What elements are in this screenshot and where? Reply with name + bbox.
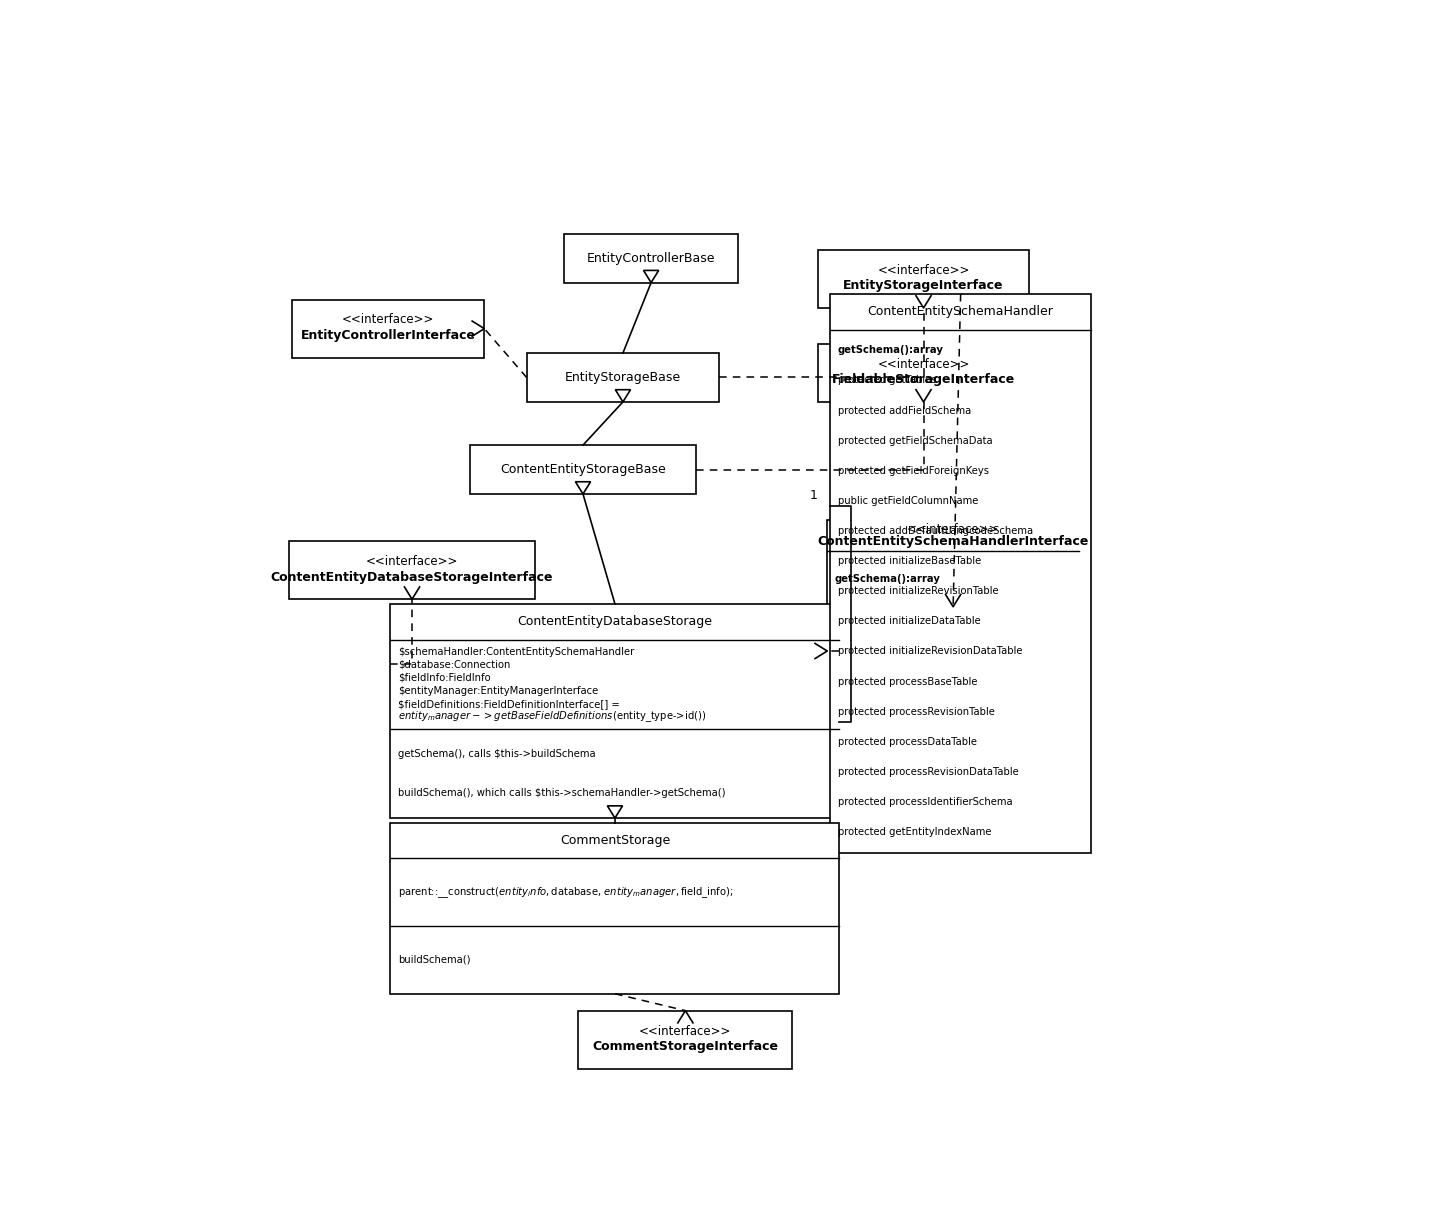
Text: <<interface>>: <<interface>> — [341, 314, 435, 327]
Text: protected initializeDataTable: protected initializeDataTable — [838, 616, 981, 626]
Bar — [564, 234, 739, 283]
Text: EntityStorageBase: EntityStorageBase — [564, 371, 681, 384]
Text: $database:Connection: $database:Connection — [397, 660, 510, 670]
Text: <<interface>>: <<interface>> — [877, 357, 969, 371]
Text: protected processRevisionDataTable: protected processRevisionDataTable — [838, 767, 1018, 777]
Text: CommentStorageInterface: CommentStorageInterface — [592, 1041, 779, 1053]
Bar — [292, 300, 484, 357]
Bar — [390, 604, 840, 819]
Text: parent::__construct($entity_info, $database, $entity_manager, $field_info);: parent::__construct($entity_info, $datab… — [397, 884, 733, 899]
Bar — [579, 1010, 792, 1069]
Text: getSchema(), calls $this->buildSchema: getSchema(), calls $this->buildSchema — [397, 749, 596, 759]
Text: buildSchema(): buildSchema() — [397, 955, 471, 965]
Text: FieldableStorageInterface: FieldableStorageInterface — [832, 373, 1015, 387]
Text: <<interface>>: <<interface>> — [877, 264, 969, 277]
Text: protected processIdentifierSchema: protected processIdentifierSchema — [838, 797, 1012, 806]
Bar — [818, 250, 1030, 307]
Polygon shape — [576, 482, 590, 494]
Bar — [527, 353, 719, 401]
Text: EntityStorageInterface: EntityStorageInterface — [844, 279, 1004, 293]
Text: <<interface>>: <<interface>> — [366, 555, 458, 567]
Text: getSchema():array: getSchema():array — [835, 573, 940, 583]
Text: $schemaHandler:ContentEntitySchemaHandler: $schemaHandler:ContentEntitySchemaHandle… — [397, 647, 634, 656]
Text: protected initializeRevisionTable: protected initializeRevisionTable — [838, 586, 998, 597]
Text: getSchema():array: getSchema():array — [838, 345, 943, 355]
Text: EntityControllerInterface: EntityControllerInterface — [301, 329, 475, 342]
Text: EntityControllerBase: EntityControllerBase — [588, 251, 716, 265]
Text: 1: 1 — [809, 488, 816, 501]
Polygon shape — [608, 806, 622, 819]
Text: CommentStorage: CommentStorage — [560, 834, 670, 847]
Text: protected getTables: protected getTables — [838, 376, 936, 386]
Text: protected addDefaultLangcodeSchema: protected addDefaultLangcodeSchema — [838, 526, 1032, 536]
Text: ContentEntitySchemaHandler: ContentEntitySchemaHandler — [868, 305, 1054, 318]
Polygon shape — [644, 271, 658, 283]
Text: $fieldDefinitions:FieldDefinitionInterface[] =: $fieldDefinitions:FieldDefinitionInterfa… — [397, 699, 619, 709]
Text: public getFieldColumnName: public getFieldColumnName — [838, 495, 978, 506]
Text: ContentEntityDatabaseStorage: ContentEntityDatabaseStorage — [517, 615, 713, 628]
Text: <<interface>>: <<interface>> — [639, 1025, 732, 1037]
Text: protected processBaseTable: protected processBaseTable — [838, 677, 978, 687]
Text: protected getFieldSchemaData: protected getFieldSchemaData — [838, 436, 992, 445]
Bar — [818, 344, 1030, 401]
Text: protected processDataTable: protected processDataTable — [838, 737, 976, 747]
Bar — [829, 294, 1092, 853]
Text: protected getEntityIndexName: protected getEntityIndexName — [838, 827, 991, 837]
Text: $fieldInfo:FieldInfo: $fieldInfo:FieldInfo — [397, 672, 491, 683]
Text: protected processRevisionTable: protected processRevisionTable — [838, 706, 995, 716]
Text: ContentEntityDatabaseStorageInterface: ContentEntityDatabaseStorageInterface — [271, 571, 553, 583]
Bar — [390, 822, 840, 994]
Bar — [827, 520, 1079, 606]
Text: $entity_manager->getBaseFieldDefinitions($entity_type->id()): $entity_manager->getBaseFieldDefinitions… — [397, 709, 706, 725]
Text: buildSchema(), which calls $this->schemaHandler->getSchema(): buildSchema(), which calls $this->schema… — [397, 788, 726, 798]
Text: protected getFieldForeignKeys: protected getFieldForeignKeys — [838, 466, 989, 476]
Text: ContentEntitySchemaHandlerInterface: ContentEntitySchemaHandlerInterface — [818, 534, 1089, 548]
Text: protected addFieldSchema: protected addFieldSchema — [838, 405, 971, 416]
Bar — [471, 445, 696, 494]
Text: $entityManager:EntityManagerInterface: $entityManager:EntityManagerInterface — [397, 686, 598, 695]
Text: protected initializeBaseTable: protected initializeBaseTable — [838, 556, 981, 566]
Text: ContentEntityStorageBase: ContentEntityStorageBase — [500, 464, 665, 476]
Text: <<interface>>: <<interface>> — [907, 523, 999, 537]
Bar — [289, 540, 536, 599]
Polygon shape — [615, 389, 631, 401]
Text: protected initializeRevisionDataTable: protected initializeRevisionDataTable — [838, 647, 1022, 656]
